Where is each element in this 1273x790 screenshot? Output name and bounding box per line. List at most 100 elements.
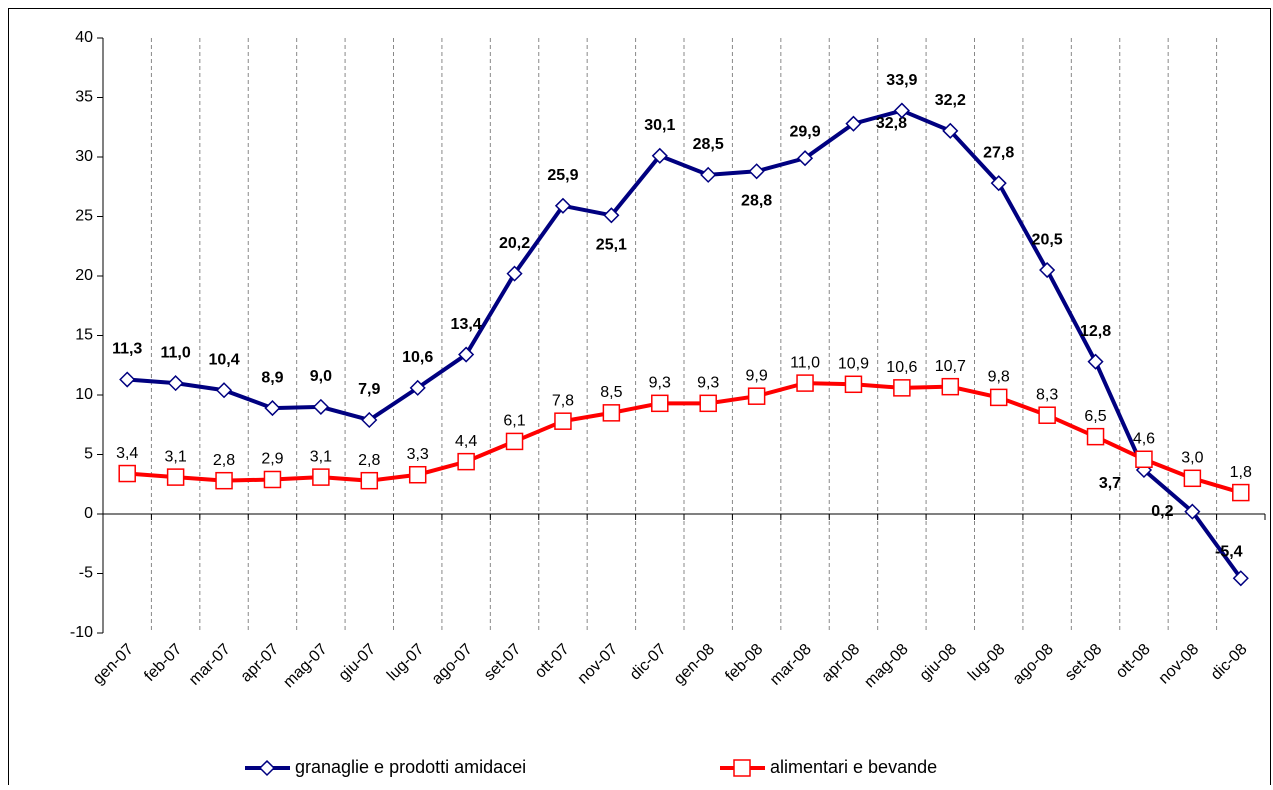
data-label: 8,5 — [600, 384, 622, 401]
square-marker — [360, 471, 379, 490]
diamond-marker — [215, 382, 233, 399]
diamond-marker — [942, 122, 959, 139]
data-label: 27,8 — [983, 144, 1014, 161]
square-marker — [118, 464, 136, 483]
data-label: 11,0 — [790, 354, 820, 371]
square-marker — [166, 468, 185, 486]
y-tick-label: 35 — [75, 89, 93, 106]
data-label: 3,0 — [1181, 450, 1203, 467]
x-tick-label: mar-07 — [186, 641, 234, 689]
square-marker — [408, 465, 427, 484]
data-label: 4,4 — [455, 433, 477, 450]
diamond-marker — [990, 175, 1007, 192]
x-tick-label: lug-08 — [965, 641, 1009, 685]
x-tick-label: feb-08 — [722, 641, 766, 685]
diamond-marker — [651, 147, 668, 164]
square-marker — [505, 432, 524, 451]
diamond-marker — [700, 166, 717, 183]
data-label: 7,9 — [358, 381, 380, 398]
x-tick-label: giu-07 — [336, 641, 380, 685]
data-label: 33,9 — [886, 72, 917, 89]
diamond-marker — [1232, 570, 1249, 587]
x-tick-label: dic-08 — [1208, 641, 1251, 684]
x-tick-label: lug-07 — [384, 641, 428, 685]
diamond-marker — [893, 102, 910, 119]
x-tick-label: mag-08 — [861, 641, 911, 691]
diamond-marker — [458, 346, 475, 363]
data-label: 10,7 — [935, 358, 966, 375]
data-label: 9,0 — [310, 368, 332, 385]
square-marker — [312, 468, 330, 486]
square-marker — [796, 374, 814, 392]
y-tick-label: 25 — [75, 208, 93, 225]
data-label: 28,8 — [741, 192, 772, 209]
y-tick-label: 15 — [75, 327, 93, 344]
x-tick-label: mar-08 — [767, 641, 815, 689]
data-label: 10,6 — [402, 349, 433, 366]
y-tick-label: 20 — [75, 267, 93, 284]
y-tick-label: 0 — [84, 505, 93, 522]
data-label: 3,1 — [165, 448, 187, 465]
square-marker — [1038, 406, 1056, 424]
data-label: 32,2 — [935, 92, 966, 109]
chart-frame — [8, 8, 1271, 790]
square-marker — [893, 379, 911, 397]
legend-label: granaglie e prodotti amidacei — [295, 757, 526, 777]
square-marker — [733, 759, 751, 777]
diamond-marker — [312, 398, 329, 415]
data-label: 32,8 — [876, 115, 907, 132]
data-label: 7,8 — [552, 392, 574, 409]
data-label: 20,2 — [499, 235, 530, 252]
data-label: 30,1 — [644, 117, 675, 134]
data-label: 13,4 — [451, 316, 482, 333]
x-tick-label: ago-08 — [1010, 641, 1057, 688]
data-label: 11,3 — [112, 341, 142, 358]
data-label: 8,3 — [1036, 386, 1058, 403]
y-tick-label: 40 — [75, 29, 93, 46]
data-label: 4,6 — [1133, 430, 1155, 447]
diamond-marker — [119, 371, 136, 388]
data-label: 3,4 — [116, 445, 138, 462]
diamond-marker — [1087, 353, 1104, 370]
series-line — [127, 108, 1243, 580]
x-tick-label: apr-07 — [238, 641, 283, 686]
data-label: 11,0 — [160, 344, 190, 361]
square-marker — [941, 377, 960, 396]
square-marker — [1086, 427, 1105, 446]
x-tick-label: giu-08 — [917, 641, 961, 685]
data-label: 10,4 — [208, 351, 239, 368]
data-label: 6,5 — [1084, 408, 1106, 425]
data-label: 25,9 — [547, 167, 578, 184]
x-tick-label: apr-08 — [819, 641, 864, 686]
data-label: 25,1 — [596, 237, 627, 254]
square-marker — [1183, 469, 1202, 488]
diamond-marker — [506, 265, 523, 282]
data-label: 1,8 — [1230, 464, 1252, 481]
x-tick-label: mag-07 — [280, 641, 330, 691]
square-marker — [844, 375, 863, 394]
x-tick-label: nov-07 — [575, 641, 622, 688]
diamond-marker — [796, 150, 814, 167]
square-marker — [1232, 483, 1250, 502]
data-label: 3,3 — [407, 446, 429, 463]
square-marker — [699, 394, 717, 413]
x-tick-label: dic-07 — [627, 641, 670, 684]
data-label: 0,2 — [1151, 503, 1173, 520]
x-tick-label: feb-07 — [141, 641, 185, 685]
diamond-marker — [264, 400, 281, 417]
square-marker — [602, 404, 621, 422]
square-marker — [989, 388, 1008, 407]
square-marker — [554, 412, 572, 430]
square-marker — [215, 471, 233, 490]
data-label: 2,8 — [213, 452, 235, 469]
x-tick-label: gen-07 — [90, 641, 137, 688]
x-tick-label: gen-08 — [671, 641, 718, 688]
data-label: 3,1 — [310, 448, 332, 465]
diamond-marker — [167, 375, 184, 392]
y-tick-label: -10 — [70, 624, 93, 641]
data-label: 12,8 — [1080, 323, 1111, 340]
square-marker — [1135, 450, 1153, 469]
x-tick-label: nov-08 — [1156, 641, 1203, 688]
x-tick-label: ott-07 — [532, 641, 573, 682]
